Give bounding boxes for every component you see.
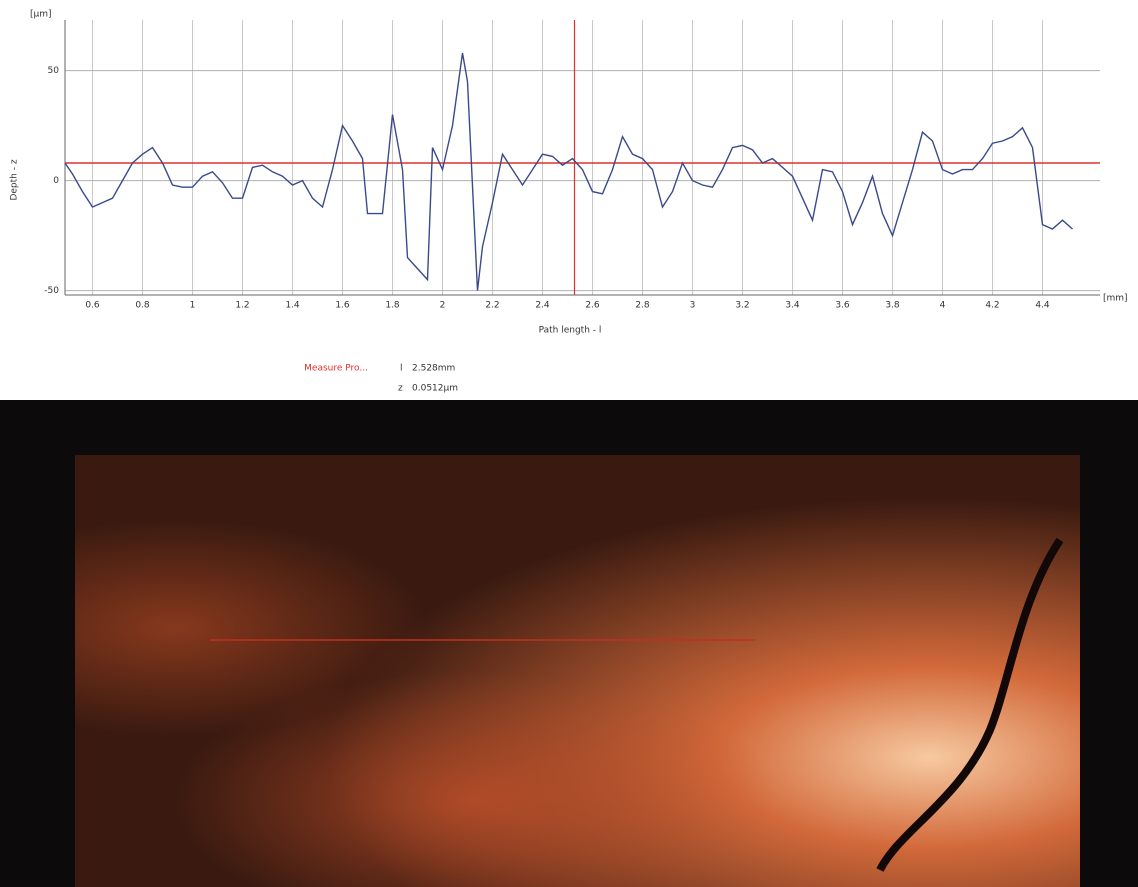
x-tick-label: 3.6 xyxy=(835,301,850,311)
x-tick-label: 3.2 xyxy=(735,301,749,311)
x-tick-label: 2.4 xyxy=(535,301,550,311)
measure-label: Measure Pro... xyxy=(304,364,368,374)
x-tick-label: 2.8 xyxy=(635,301,650,311)
measure-z-symbol: z xyxy=(398,384,403,394)
x-tick-label: 1.4 xyxy=(285,301,300,311)
x-tick-label: 4.2 xyxy=(985,301,999,311)
measure-z-value: 0.0512µm xyxy=(412,384,458,394)
y-tick-label: 50 xyxy=(48,66,60,76)
x-label: Path length - l xyxy=(539,326,602,336)
y-unit: [µm] xyxy=(30,10,52,20)
x-tick-label: 3 xyxy=(690,301,696,311)
x-tick-label: 4 xyxy=(940,301,946,311)
y-tick-label: 0 xyxy=(53,176,59,186)
x-tick-label: 1.6 xyxy=(335,301,350,311)
x-tick-label: 0.6 xyxy=(85,301,100,311)
x-tick-label: 2.6 xyxy=(585,301,600,311)
x-tick-label: 1.2 xyxy=(235,301,249,311)
y-tick-label: -50 xyxy=(44,286,59,296)
x-tick-label: 1 xyxy=(190,301,196,311)
x-unit: [mm] xyxy=(1103,294,1128,304)
measure-l-symbol: l xyxy=(400,364,403,374)
x-tick-label: 2 xyxy=(440,301,446,311)
x-tick-label: 0.8 xyxy=(135,301,150,311)
measure-l-value: 2.528mm xyxy=(412,364,455,374)
x-tick-label: 3.4 xyxy=(785,301,800,311)
y-label: Depth - z xyxy=(10,159,20,200)
x-tick-label: 2.2 xyxy=(485,301,499,311)
profile-line xyxy=(64,52,1073,291)
microscope-view xyxy=(0,400,1138,887)
profile-chart: [µm] [mm] Depth - z Path length - l 0.6 0… xyxy=(10,10,1128,336)
x-tick-label: 4.4 xyxy=(1035,301,1050,311)
x-tick-label: 3.8 xyxy=(885,301,900,311)
x-tick-label: 1.8 xyxy=(385,301,400,311)
measure-panel: Measure Pro... l 2.528mm z 0.0512µm xyxy=(304,364,458,394)
